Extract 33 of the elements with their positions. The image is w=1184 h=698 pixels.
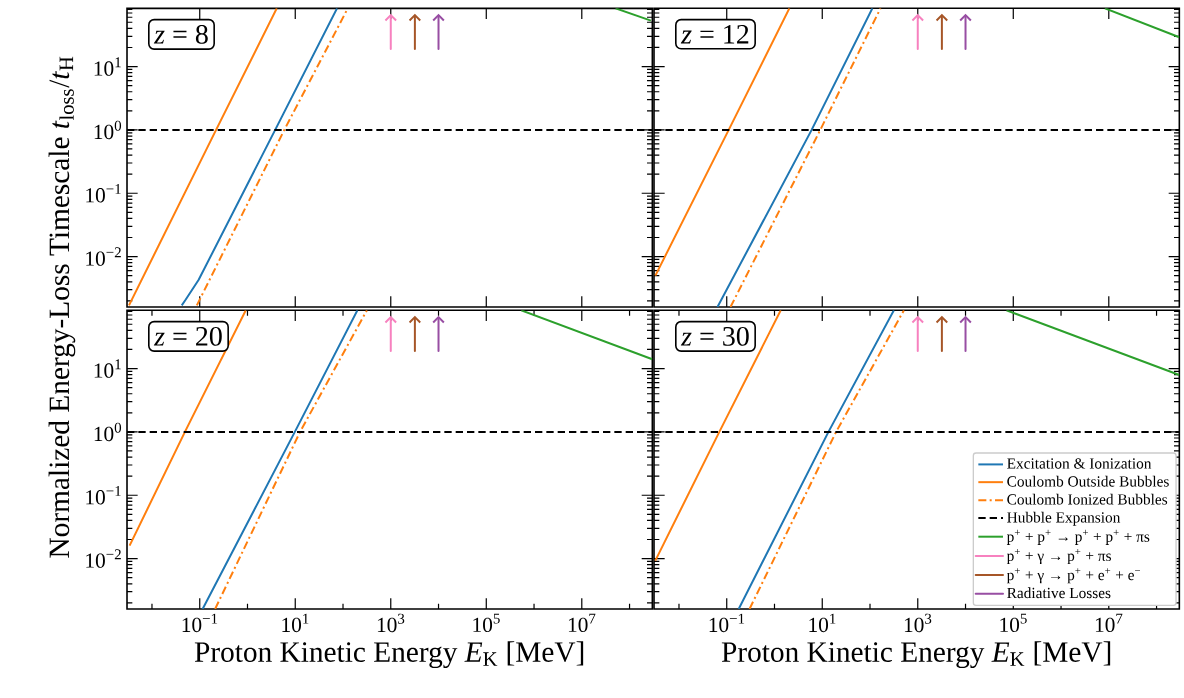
legend-label: Excitation & Ionization: [1007, 458, 1152, 469]
x-axis-title: Proton Kinetic Energy E$_{K}$ [MeV]: [194, 641, 584, 668]
y-tick-label: 10$^{−2}$: [86, 549, 121, 568]
y-tick-label: 10$^{1}$: [94, 57, 121, 76]
x-axis-title: Proton Kinetic Energy E$_{K}$ [MeV]: [721, 641, 1111, 668]
legend-label: Coulomb Ionized Bubbles: [1007, 493, 1168, 505]
x-tick-label: 10$^{−1}$: [709, 613, 745, 633]
x-tick-label: 10$^{3}$: [377, 613, 405, 633]
y-tick-label: 10$^{−1}$: [86, 184, 121, 203]
annotation: z = 12: [680, 24, 749, 44]
x-tick-label: 10$^{3}$: [904, 613, 932, 633]
x-tick-label: 10$^{1}$: [282, 613, 309, 633]
annotation: z = 20: [153, 326, 222, 346]
y-tick-label: 10$^{−2}$: [86, 247, 121, 266]
x-tick-label: 10$^{−1}$: [182, 613, 218, 633]
x-tick-label: 10$^{7}$: [1095, 613, 1123, 633]
legend-label: Radiative Losses: [1007, 587, 1111, 599]
y-axis-title: Normalized Energy-Loss Timescale t$_{loss}$/t$_{H}$: [48, 56, 76, 558]
text: p$^{+}$ + p$^{+}$ → p$^{+}$ + p$^{+}$ + πs: [1006, 529, 1150, 545]
x-tick-label: 10$^{5}$: [1000, 613, 1027, 633]
legend-label: p$^{+}$ + γ → p$^{+}$ + πs: [1006, 548, 1111, 565]
annotation: z = 30: [680, 326, 749, 346]
y-tick-label: 10$^{0}$: [94, 422, 122, 442]
y-tick-label: 10$^{0}$: [94, 120, 122, 140]
legend-label: Hubble Expansion: [1007, 511, 1121, 526]
x-tick-label: 10$^{5}$: [473, 613, 500, 633]
y-tick-label: 10$^{−1}$: [86, 486, 121, 505]
legend-label: Coulomb Outside Bubbles: [1007, 475, 1169, 487]
y-tick-label: 10$^{1}$: [94, 359, 121, 378]
legend-label: p$^{+}$ + γ → p$^{+}$ + e$^{+}$ + e$^{−}$: [1006, 568, 1141, 584]
x-tick-label: 10$^{7}$: [568, 613, 596, 633]
x-tick-label: 10$^{1}$: [809, 613, 836, 633]
annotation: z = 8: [153, 24, 208, 44]
